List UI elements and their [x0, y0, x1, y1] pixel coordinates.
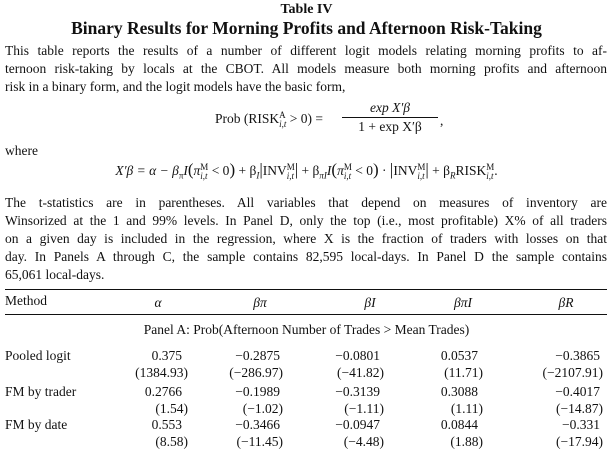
- estimate-beta-pi-i: 0.0537: [440, 348, 478, 363]
- tstat-alpha: (8.58): [155, 434, 188, 449]
- notes-line: day. In Panels A through C, the sample c…: [5, 249, 607, 264]
- row-method: FM by trader: [5, 384, 77, 399]
- header-bottom-rule: [5, 314, 607, 315]
- estimate-alpha: 0.553: [151, 417, 182, 432]
- tstat-beta-r: (−2107.91): [542, 365, 603, 380]
- notes-line: Winsorized at the 1 and 99% levels. In P…: [5, 213, 607, 228]
- where-label: where: [5, 143, 38, 158]
- estimate-beta-r: −0.4017: [555, 384, 600, 399]
- tstat-beta-r: (−14.87): [556, 401, 603, 416]
- table-row: FM by trader 0.2766 −0.1989 −0.3139 0.30…: [0, 384, 613, 420]
- tstat-alpha: (1384.93): [135, 365, 188, 380]
- table-title: Binary Results for Morning Profits and A…: [71, 18, 542, 38]
- estimate-beta-pi-i: 0.3088: [440, 384, 478, 399]
- table-number: Table IV: [280, 2, 333, 17]
- estimate-beta-i: −0.3139: [335, 384, 380, 399]
- formula-fraction: exp X′β 1 + exp X′β: [340, 100, 440, 135]
- tstat-beta-i: (−41.82): [337, 365, 384, 380]
- tstat-beta-pi-i: (11.71): [444, 365, 483, 380]
- estimate-beta-pi: −0.2875: [235, 348, 280, 363]
- table-top-rule: [5, 289, 607, 290]
- formula-denominator: 1 + exp X′β: [358, 119, 422, 134]
- tstat-beta-i: (−1.11): [344, 401, 384, 416]
- table-row: Pooled logit 0.375 −0.2875 −0.0801 0.053…: [0, 348, 613, 384]
- estimate-beta-i: −0.0947: [335, 417, 380, 432]
- tstat-beta-pi: (−286.97): [229, 365, 283, 380]
- tstat-beta-pi: (−1.02): [242, 401, 283, 416]
- header-beta-i: βI: [364, 295, 376, 310]
- formula-numerator: exp X′β: [369, 100, 411, 115]
- notes-line: The t-statistics are in parentheses. All…: [5, 195, 607, 210]
- row-method: Pooled logit: [5, 348, 71, 363]
- estimate-alpha: 0.375: [151, 348, 182, 363]
- table-row: FM by date 0.553 −0.3466 −0.0947 0.0844 …: [0, 417, 613, 453]
- intro-line: ternoon risk-taking by locals at the CBO…: [5, 61, 607, 76]
- header-beta-r: βR: [558, 295, 574, 310]
- notes-paragraph: The t-statistics are in parentheses. All…: [5, 194, 607, 284]
- header-method: Method: [5, 293, 47, 308]
- estimate-alpha: 0.2766: [144, 384, 182, 399]
- estimate-beta-pi-i: 0.0844: [440, 417, 478, 432]
- tstat-beta-pi-i: (1.11): [450, 401, 483, 416]
- row-method: FM by date: [5, 417, 68, 432]
- fraction-bar: [342, 117, 438, 118]
- header-alpha: α: [154, 295, 162, 310]
- formula-comma: ,: [440, 113, 444, 128]
- tstat-beta-i: (−4.48): [343, 434, 384, 449]
- estimate-beta-r: −0.331: [562, 417, 600, 432]
- notes-line: 65,061 local-days.: [5, 267, 105, 282]
- intro-paragraph: This table reports the results of a numb…: [5, 42, 607, 96]
- panel-a-title: Panel A: Prob(Afternoon Number of Trades…: [143, 322, 470, 337]
- header-beta-pi: βπ: [253, 295, 267, 310]
- estimate-beta-r: −0.3865: [555, 348, 600, 363]
- header-beta-pi-i: βπI: [454, 295, 472, 310]
- tstat-beta-pi-i: (1.88): [450, 434, 483, 449]
- intro-line: risk in a binary form, and the logit mod…: [5, 79, 346, 94]
- estimate-beta-pi: −0.1989: [235, 384, 280, 399]
- tstat-alpha: (1.54): [155, 401, 188, 416]
- tstat-beta-pi: (−11.45): [236, 434, 283, 449]
- estimate-beta-i: −0.0801: [335, 348, 380, 363]
- notes-line: on a given day is included in the regres…: [5, 231, 607, 246]
- intro-line: This table reports the results of a numb…: [5, 43, 607, 58]
- estimate-beta-pi: −0.3466: [235, 417, 280, 432]
- tstat-beta-r: (−17.94): [556, 434, 603, 449]
